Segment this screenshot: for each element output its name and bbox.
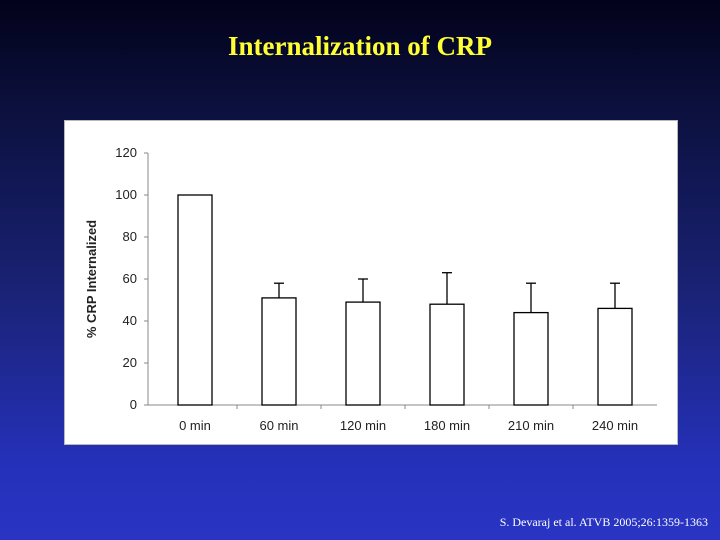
bar bbox=[513, 311, 549, 406]
y-tick-label: 20 bbox=[123, 355, 137, 370]
bar bbox=[345, 301, 381, 406]
x-tick-label: 120 min bbox=[340, 418, 386, 433]
x-tick-label: 210 min bbox=[508, 418, 554, 433]
x-tick-label: 0 min bbox=[179, 418, 211, 433]
chart-panel: 0 20 40 60 80 100 120 % CRP Internalized 0 min 60… bbox=[64, 120, 678, 445]
y-tick-label: 60 bbox=[123, 271, 137, 286]
x-tick-label: 60 min bbox=[259, 418, 298, 433]
slide-title: Internalization of CRP bbox=[228, 31, 492, 61]
citation: S. Devaraj et al. ATVB 2005;26:1359-1363 bbox=[499, 515, 708, 529]
y-tick-label: 80 bbox=[123, 229, 137, 244]
bar bbox=[261, 297, 297, 406]
bar-chart: 0 20 40 60 80 100 120 % CRP Internalized 0 min 60… bbox=[84, 145, 657, 433]
y-tick-label: 40 bbox=[123, 313, 137, 328]
y-tick-label: 120 bbox=[115, 145, 137, 160]
y-axis-title: % CRP Internalized bbox=[84, 220, 99, 338]
bar bbox=[429, 303, 465, 406]
y-tick-label: 0 bbox=[130, 397, 137, 412]
x-tick-label: 180 min bbox=[424, 418, 470, 433]
bar bbox=[177, 194, 213, 406]
bar bbox=[597, 307, 633, 406]
x-tick-label: 240 min bbox=[592, 418, 638, 433]
y-tick-label: 100 bbox=[115, 187, 137, 202]
